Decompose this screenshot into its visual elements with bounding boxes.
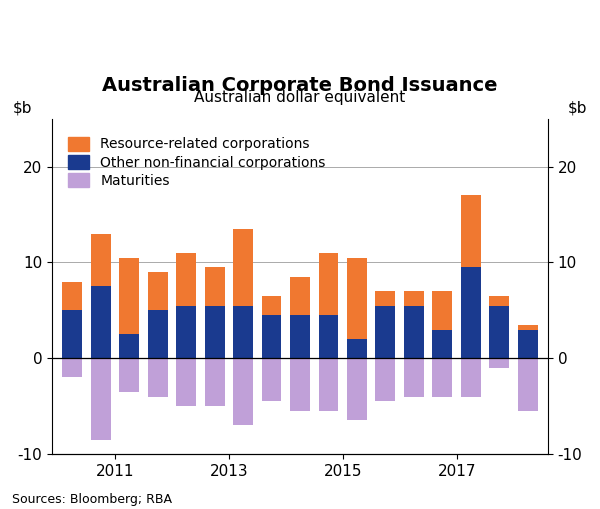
Bar — [262, 296, 281, 315]
Bar — [176, 253, 196, 305]
Bar — [91, 287, 110, 358]
Bar — [205, 305, 224, 358]
Bar — [404, 305, 424, 358]
Bar — [347, 258, 367, 339]
Bar — [347, 339, 367, 358]
Bar — [62, 358, 82, 377]
Bar — [148, 310, 167, 358]
Bar — [347, 358, 367, 420]
Bar — [518, 358, 538, 411]
Bar — [62, 310, 82, 358]
Bar — [319, 315, 338, 358]
Text: $b: $b — [568, 100, 587, 116]
Bar — [376, 305, 395, 358]
Bar — [433, 329, 452, 358]
Bar — [461, 267, 481, 358]
Legend: Resource-related corporations, Other non-financial corporations, Maturities: Resource-related corporations, Other non… — [64, 132, 330, 192]
Bar — [91, 358, 110, 440]
Text: $b: $b — [13, 100, 32, 116]
Bar — [290, 358, 310, 411]
Bar — [290, 315, 310, 358]
Bar — [119, 358, 139, 392]
Bar — [433, 291, 452, 329]
Bar — [205, 267, 224, 305]
Bar — [404, 291, 424, 305]
Bar — [376, 358, 395, 401]
Bar — [490, 296, 509, 305]
Bar — [176, 358, 196, 406]
Bar — [148, 358, 167, 397]
Bar — [319, 358, 338, 411]
Bar — [233, 229, 253, 305]
Text: Sources: Bloomberg; RBA: Sources: Bloomberg; RBA — [12, 493, 172, 506]
Bar — [148, 272, 167, 310]
Bar — [433, 358, 452, 397]
Text: Australian dollar equivalent: Australian dollar equivalent — [194, 91, 406, 105]
Bar — [461, 195, 481, 267]
Bar — [119, 258, 139, 334]
Bar — [404, 358, 424, 397]
Bar — [376, 291, 395, 305]
Bar — [262, 315, 281, 358]
Bar — [205, 358, 224, 406]
Bar — [176, 305, 196, 358]
Title: Australian Corporate Bond Issuance: Australian Corporate Bond Issuance — [102, 76, 498, 95]
Bar — [262, 358, 281, 401]
Bar — [518, 325, 538, 329]
Bar — [91, 234, 110, 287]
Bar — [62, 281, 82, 310]
Bar — [290, 277, 310, 315]
Bar — [518, 329, 538, 358]
Bar — [490, 358, 509, 368]
Bar — [490, 305, 509, 358]
Bar — [461, 358, 481, 397]
Bar — [119, 334, 139, 358]
Bar — [233, 305, 253, 358]
Bar — [319, 253, 338, 315]
Bar — [233, 358, 253, 426]
